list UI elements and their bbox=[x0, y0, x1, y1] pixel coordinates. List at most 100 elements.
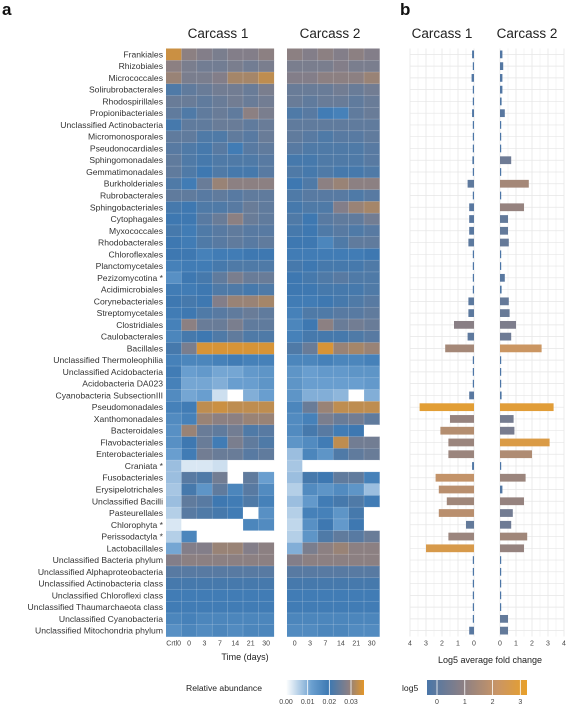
heatmap-cell bbox=[227, 48, 244, 61]
heatmap-carcass1-x-ticks: Crtl0 0 3 7 14 21 30 bbox=[166, 641, 270, 648]
heatmap-cell bbox=[317, 283, 334, 296]
heatmap-cell bbox=[348, 366, 365, 379]
heatmap-cell bbox=[258, 119, 275, 132]
heatmap-cell bbox=[181, 542, 198, 555]
heatmap-cell bbox=[258, 271, 275, 284]
x-tick-label: 0 bbox=[293, 641, 297, 648]
heatmap-cell bbox=[227, 389, 244, 402]
heatmap-cell bbox=[333, 554, 349, 567]
bar bbox=[500, 168, 502, 176]
bar bbox=[448, 450, 474, 459]
heatmap-cell bbox=[302, 342, 319, 355]
heatmap-cell bbox=[181, 283, 198, 296]
row-label: Pseudomonadales bbox=[92, 402, 163, 412]
heatmap-cell bbox=[302, 283, 319, 296]
heatmap-cell bbox=[212, 119, 228, 132]
heatmap-cell bbox=[166, 448, 182, 461]
heatmap-cell bbox=[317, 577, 334, 590]
heatmap-cell bbox=[317, 260, 334, 273]
heatmap-cell bbox=[258, 60, 275, 73]
heatmap-cell bbox=[333, 107, 349, 120]
heatmap-cell bbox=[181, 48, 198, 61]
heatmap-carcass2-x-ticks: 0 3 7 14 21 30 bbox=[293, 641, 376, 648]
bar bbox=[500, 226, 508, 235]
heatmap-cell bbox=[196, 201, 213, 214]
bar bbox=[500, 426, 515, 435]
x-tick-label: 4 bbox=[408, 641, 412, 648]
row-label: Pseudonocardiales bbox=[90, 143, 163, 153]
heatmap-cell bbox=[243, 389, 259, 402]
heatmap-cell bbox=[166, 154, 182, 167]
bar bbox=[500, 415, 514, 423]
heatmap-cell bbox=[212, 530, 228, 543]
heatmap-cell bbox=[258, 530, 275, 543]
bar bbox=[468, 309, 474, 317]
heatmap-cell bbox=[181, 119, 198, 132]
heatmap-cell bbox=[181, 130, 198, 143]
heatmap-cell bbox=[317, 236, 334, 249]
heatmap-cell bbox=[348, 483, 365, 496]
bar bbox=[468, 297, 474, 306]
heatmap-cell bbox=[258, 448, 275, 461]
heatmap-cell bbox=[181, 612, 198, 626]
heatmap-cell bbox=[287, 330, 303, 343]
row-label: Unclassified Acidobacteria bbox=[63, 367, 164, 377]
x-tick-label: 21 bbox=[247, 641, 255, 648]
heatmap-cell bbox=[317, 483, 334, 496]
heatmap-cell bbox=[166, 530, 182, 543]
row-label: Lactobacillales bbox=[107, 543, 163, 553]
heatmap-cell bbox=[212, 601, 228, 614]
bar bbox=[500, 203, 524, 212]
heatmap-cell bbox=[227, 142, 244, 155]
row-label: Unclassified Cyanobacteria bbox=[59, 614, 163, 624]
heatmap-cell bbox=[302, 554, 319, 567]
heatmap-cell bbox=[364, 377, 380, 390]
heatmap-cell bbox=[333, 589, 349, 602]
bar-x-axis-title: Log5 average fold change bbox=[438, 655, 542, 665]
heatmap-cell bbox=[333, 413, 349, 426]
heatmap-cell bbox=[317, 624, 334, 637]
heatmap-cell bbox=[181, 177, 198, 190]
heatmap-cell bbox=[166, 177, 182, 190]
heatmap-cell bbox=[258, 224, 275, 237]
heatmap-x-axis-title: Time (days) bbox=[221, 652, 268, 662]
heatmap-cell bbox=[258, 72, 275, 85]
heatmap-cell bbox=[196, 624, 213, 637]
heatmap-cell bbox=[196, 612, 213, 626]
row-label: Unclassified Thermoleophilia bbox=[53, 355, 163, 365]
heatmap-cell bbox=[364, 307, 380, 320]
bar bbox=[472, 97, 474, 106]
heatmap-cell bbox=[317, 189, 334, 202]
heatmap-cell bbox=[227, 60, 244, 73]
heatmap-cell bbox=[333, 130, 349, 143]
row-label: Sphingomonadales bbox=[89, 155, 163, 165]
heatmap-cell bbox=[287, 389, 303, 402]
heatmap-cell bbox=[302, 201, 319, 214]
bar bbox=[472, 262, 474, 270]
heatmap-cell bbox=[348, 518, 365, 531]
heatmap-cell bbox=[227, 401, 244, 414]
heatmap-cell bbox=[181, 189, 198, 202]
bar-facet-title-carcass1: Carcass 1 bbox=[412, 26, 473, 41]
heatmap-cell bbox=[348, 189, 365, 202]
abundance-legend-ticks: 0.00 0.01 0.02 0.03 bbox=[279, 680, 358, 706]
heatmap-cell bbox=[166, 271, 182, 284]
heatmap-cell bbox=[364, 507, 380, 520]
heatmap-cell bbox=[181, 624, 198, 637]
x-tick-label: 14 bbox=[231, 641, 239, 648]
heatmap-cell bbox=[243, 177, 259, 190]
heatmap-cell bbox=[243, 107, 259, 120]
heatmap-cell bbox=[348, 471, 365, 484]
heatmap-cell bbox=[227, 318, 244, 332]
heatmap-cell bbox=[348, 389, 365, 402]
heatmap-cell bbox=[364, 612, 380, 626]
row-label: Gemmatimonadales bbox=[86, 167, 163, 177]
heatmap-cell bbox=[196, 248, 213, 261]
heatmap-cell bbox=[166, 236, 182, 249]
heatmap-cell bbox=[196, 483, 213, 496]
heatmap-cell bbox=[212, 177, 228, 190]
heatmap-cell bbox=[287, 60, 303, 73]
heatmap-cell bbox=[212, 224, 228, 237]
heatmap-cell bbox=[227, 495, 244, 508]
heatmap-cell bbox=[317, 295, 334, 308]
